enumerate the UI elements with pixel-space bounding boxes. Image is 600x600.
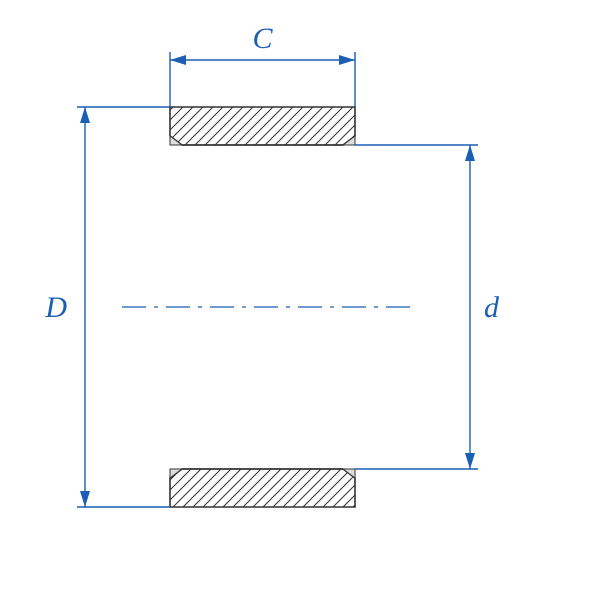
- ring-bottom: [170, 469, 355, 507]
- arrowhead: [465, 145, 475, 161]
- arrowhead: [80, 491, 90, 507]
- arrowhead: [339, 55, 355, 65]
- dim-text-d: d: [484, 291, 500, 324]
- dim-text-D: D: [44, 291, 67, 324]
- arrowhead: [465, 453, 475, 469]
- dim-text-C: C: [252, 22, 273, 55]
- arrowhead: [170, 55, 186, 65]
- bearing-crosssection-diagram: C Dd: [0, 0, 600, 600]
- ring-top: [170, 107, 355, 145]
- arrowhead: [80, 107, 90, 123]
